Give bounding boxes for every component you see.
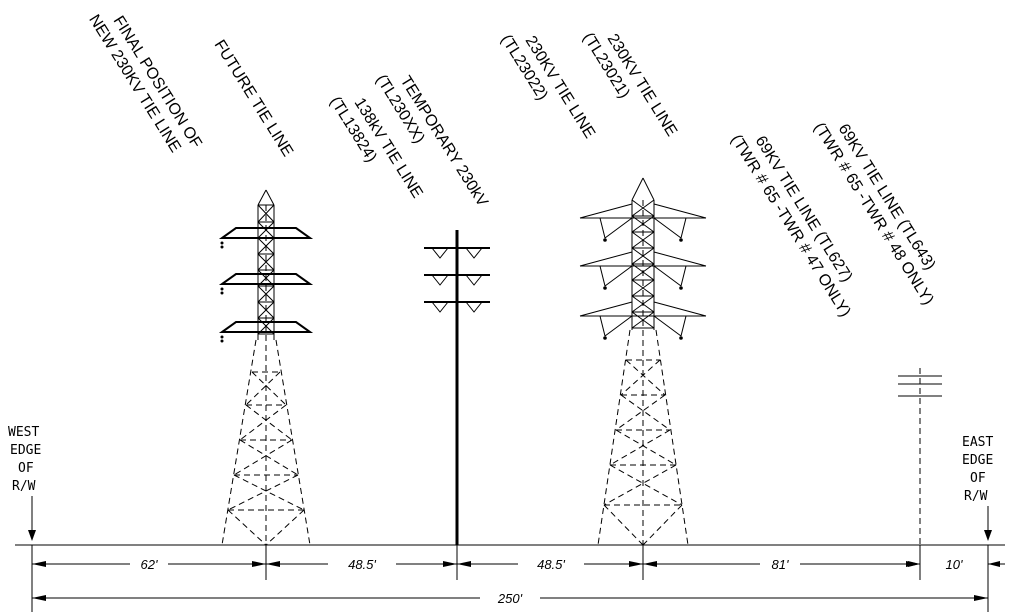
dim-48-5-left: 48.5'	[348, 557, 376, 572]
west-edge-line3: OF	[18, 461, 34, 476]
dim-81: 81'	[772, 557, 789, 572]
east-edge-line4: R/W	[964, 489, 988, 504]
dim-62: 62'	[141, 557, 158, 572]
label-final-position: FINAL POSITION OF NEW 230KV TIE LINE	[85, 1, 207, 165]
west-edge-line1: WEST	[8, 425, 39, 440]
dim-250-total: 250'	[497, 591, 523, 606]
west-edge-line2: EDGE	[10, 443, 41, 458]
tie-69kv-pole	[898, 368, 942, 545]
dim-10: 10'	[946, 557, 963, 572]
east-edge-line2: EDGE	[962, 453, 993, 468]
dim-48-5-right: 48.5'	[537, 557, 565, 572]
east-edge-label: EAST EDGE OF R/W	[962, 435, 1001, 504]
temporary-wood-pole	[424, 230, 490, 545]
west-edge-arrowhead	[28, 530, 36, 541]
west-edge-label: WEST EDGE OF R/W	[8, 425, 49, 494]
label-future-tie-line-text: FUTURE TIE LINE	[211, 37, 296, 160]
dimension-lines	[31, 545, 1005, 612]
lattice-tower-right	[579, 177, 707, 546]
east-edge-arrowhead	[984, 530, 992, 541]
lattice-tower-left	[218, 189, 314, 546]
west-edge-line4: R/W	[12, 479, 36, 494]
label-future-tie-line: FUTURE TIE LINE	[211, 37, 296, 160]
east-edge-line1: EAST	[962, 435, 993, 450]
east-edge-line3: OF	[970, 471, 986, 486]
